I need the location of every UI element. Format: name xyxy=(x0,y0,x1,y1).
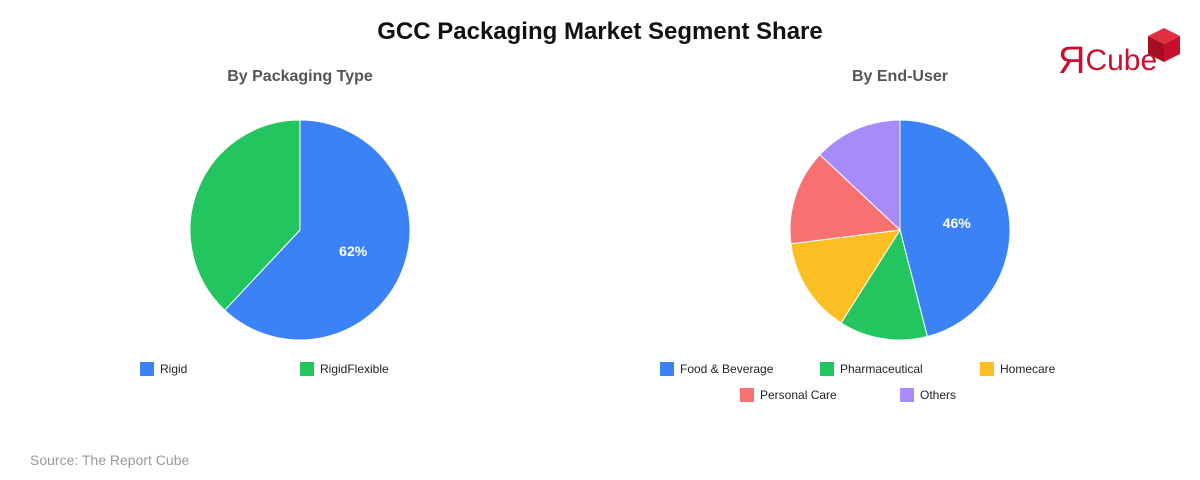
pie-slice-food-and-beverage xyxy=(899,119,1011,338)
legend-label: Rigid xyxy=(160,362,188,376)
legend-item-pharmaceutical: Pharmaceutical xyxy=(820,362,923,376)
chart-title: GCC Packaging Market Segment Share xyxy=(377,18,823,45)
cube-icon xyxy=(1148,28,1180,62)
data-label-rigid: 62% xyxy=(339,243,368,259)
legend-label: Homecare xyxy=(1000,362,1056,376)
legend-item-homecare: Homecare xyxy=(980,362,1055,376)
legend-label: Pharmaceutical xyxy=(840,362,923,376)
source-note: Source: The Report Cube xyxy=(30,452,190,468)
legend-label: Food & Beverage xyxy=(680,362,774,376)
pie-slice-rigid xyxy=(223,119,411,341)
legend-label: Others xyxy=(920,388,957,402)
legend-swatch xyxy=(660,362,674,376)
logo-text: ЯCube xyxy=(1058,42,1157,80)
pie-chart-end-user: 46% xyxy=(789,119,1011,341)
pie-slice-pharmaceutical xyxy=(840,228,928,341)
pie-slice-personal-care xyxy=(789,153,902,245)
legend-item-rigidflexible: RigidFlexible xyxy=(300,362,389,376)
chart-2-title: By End-User xyxy=(851,68,949,85)
legend-swatch xyxy=(820,362,834,376)
chart-1-title: By Packaging Type xyxy=(227,68,373,85)
legend-swatch xyxy=(980,362,994,376)
logo-word: Cube xyxy=(1085,44,1158,77)
pie-slice-others xyxy=(819,119,901,232)
legend-item-personal-care: Personal Care xyxy=(740,388,837,402)
legend-swatch xyxy=(740,388,754,402)
legend-label: Personal Care xyxy=(760,388,837,402)
legend-label: RigidFlexible xyxy=(320,362,389,376)
pie-slice-homecare xyxy=(790,229,901,324)
pie-slice-rigidflexible xyxy=(189,119,301,311)
logo-glyph: Я xyxy=(1058,40,1086,82)
legend-swatch xyxy=(900,388,914,402)
legend-item-rigid: Rigid xyxy=(140,362,187,376)
pie-chart-packaging-type: 62% xyxy=(189,119,411,341)
report-cube-logo: ЯCube xyxy=(1058,24,1188,84)
legend-item-others: Others xyxy=(900,388,956,402)
legend-swatch xyxy=(140,362,154,376)
legend-item-food-and-beverage: Food & Beverage xyxy=(660,362,773,376)
legend-swatch xyxy=(300,362,314,376)
data-label-food-and-beverage: 46% xyxy=(943,215,972,231)
